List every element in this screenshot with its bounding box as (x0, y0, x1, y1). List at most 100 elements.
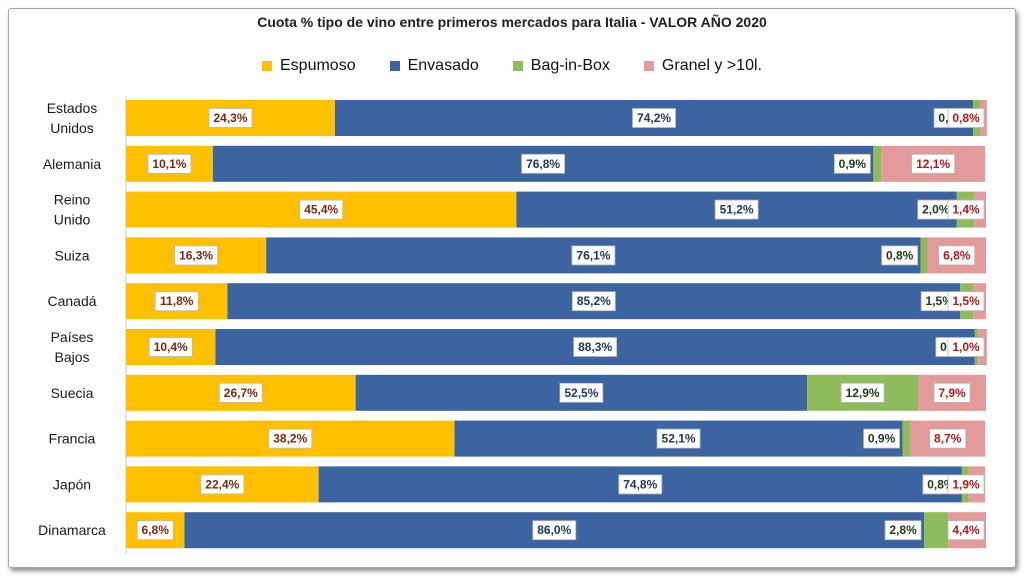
data-label-granel-y-10l-paises-bajos: 1,0% (947, 337, 985, 357)
category-label-suecia: Suecia (51, 385, 94, 401)
svg-text:52,5%: 52,5% (564, 386, 598, 400)
svg-text:12,1%: 12,1% (916, 157, 950, 171)
data-label-envasado-japon: 74,8% (618, 474, 663, 495)
data-label-envasado-paises-bajos: 88,3% (573, 337, 618, 357)
data-label-espumoso-japon: 22,4% (200, 474, 245, 495)
category-label-suiza: Suiza (54, 247, 89, 263)
data-label-granel-y-10l-japon: 1,9% (947, 474, 985, 495)
svg-text:76,1%: 76,1% (576, 248, 610, 262)
legend-label-espumoso: Espumoso (280, 57, 356, 74)
category-label-dinamarca: Dinamarca (38, 522, 106, 538)
bar-bag-in-box-dinamarca (924, 512, 949, 549)
svg-text:0,9%: 0,9% (839, 157, 867, 171)
data-label-espumoso-suiza: 16,3% (174, 245, 218, 266)
data-label-granel-y-10l-suiza: 6,8% (938, 245, 976, 266)
svg-text:74,2%: 74,2% (637, 111, 671, 125)
data-label-bag-in-box-dinamarca: 2,8% (884, 520, 922, 541)
legend-label-granel: Granel y >10l. (661, 57, 762, 74)
data-label-envasado-francia: 52,1% (656, 428, 701, 449)
svg-text:24,3%: 24,3% (213, 111, 247, 125)
data-label-bag-in-box-francia: 0,9% (863, 428, 900, 449)
legend-swatch-bag-in-box (512, 61, 523, 71)
data-label-espumoso-estados-unidos: 24,3% (208, 108, 253, 128)
svg-text:45,4%: 45,4% (304, 203, 338, 217)
svg-text:6,8%: 6,8% (142, 523, 170, 537)
data-label-espumoso-alemania: 10,1% (147, 153, 192, 174)
category-label-canada: Canadá (47, 293, 96, 309)
svg-text:52,1%: 52,1% (662, 432, 696, 446)
data-label-espumoso-suecia: 26,7% (218, 382, 263, 403)
legend-item-bag-in-box: Bag-in-Box (512, 57, 610, 75)
category-label-reino-unido: Reino Unido (54, 192, 91, 228)
data-label-bag-in-box-reino-unido: 2,0% (917, 199, 955, 220)
data-label-envasado-reino-unido: 51,2% (714, 199, 759, 220)
data-label-envasado-canada: 85,2% (571, 291, 616, 312)
svg-text:2,8%: 2,8% (889, 523, 917, 537)
data-label-envasado-dinamarca: 86,0% (532, 520, 577, 541)
data-label-espumoso-dinamarca: 6,8% (136, 520, 174, 541)
svg-text:7,9%: 7,9% (938, 386, 966, 400)
category-label-paises-bajos: Países Bajos (51, 329, 94, 365)
category-label-francia: Francia (49, 431, 96, 447)
legend-swatch-granel (643, 61, 654, 71)
legend: Espumoso Envasado Bag-in-Box Granel y >1… (0, 57, 1024, 75)
bar-bag-in-box-suiza (920, 237, 928, 274)
data-label-granel-y-10l-reino-unido: 1,4% (947, 199, 985, 220)
data-label-granel-y-10l-dinamarca: 4,4% (947, 520, 985, 541)
category-label-japon: Japón (53, 476, 91, 492)
svg-text:85,2%: 85,2% (577, 294, 611, 308)
legend-swatch-envasado (389, 61, 400, 71)
svg-text:76,8%: 76,8% (526, 157, 560, 171)
svg-text:0,8%: 0,8% (886, 248, 914, 262)
data-label-espumoso-paises-bajos: 10,4% (148, 337, 193, 357)
svg-text:10,1%: 10,1% (152, 157, 186, 171)
svg-text:88,3%: 88,3% (578, 340, 612, 354)
svg-text:1,4%: 1,4% (952, 203, 980, 217)
data-label-espumoso-canada: 11,8% (154, 291, 199, 312)
svg-text:1,5%: 1,5% (952, 294, 980, 308)
svg-text:11,8%: 11,8% (160, 294, 194, 308)
svg-text:8,7%: 8,7% (934, 432, 962, 446)
svg-text:2,0%: 2,0% (922, 203, 950, 217)
data-label-granel-y-10l-alemania: 12,1% (911, 153, 956, 174)
svg-text:38,2%: 38,2% (273, 432, 307, 446)
svg-text:1,5%: 1,5% (926, 294, 954, 308)
data-label-granel-y-10l-francia: 8,7% (929, 428, 967, 449)
category-label-estados-unidos: Estados Unidos (47, 100, 98, 136)
svg-text:51,2%: 51,2% (720, 203, 754, 217)
legend-item-granel: Granel y >10l. (643, 57, 762, 75)
bar-bag-in-box-francia (902, 420, 911, 457)
data-label-envasado-estados-unidos: 74,2% (632, 108, 676, 128)
data-label-granel-y-10l-suecia: 7,9% (933, 382, 971, 403)
svg-text:0,9%: 0,9% (868, 432, 896, 446)
svg-text:26,7%: 26,7% (224, 386, 258, 400)
svg-text:86,0%: 86,0% (537, 523, 571, 537)
svg-text:1,0%: 1,0% (952, 340, 980, 354)
svg-text:22,4%: 22,4% (205, 477, 239, 491)
data-label-espumoso-francia: 38,2% (268, 428, 313, 449)
legend-label-bag-in-box: Bag-in-Box (530, 57, 610, 74)
data-label-bag-in-box-alemania: 0,9% (833, 153, 871, 174)
svg-text:16,3%: 16,3% (179, 248, 213, 262)
legend-item-envasado: Envasado (389, 57, 479, 75)
data-label-envasado-alemania: 76,8% (521, 153, 565, 174)
svg-text:74,8%: 74,8% (623, 477, 657, 491)
data-label-granel-y-10l-estados-unidos: 0,8% (947, 108, 985, 128)
legend-item-espumoso: Espumoso (262, 57, 356, 75)
svg-text:6,8%: 6,8% (943, 248, 971, 262)
category-label-alemania: Alemania (43, 156, 102, 172)
data-label-espumoso-reino-unido: 45,4% (299, 199, 344, 220)
chart-title: Cuota % tipo de vino entre primeros merc… (257, 14, 767, 30)
svg-text:12,9%: 12,9% (846, 386, 880, 400)
data-label-granel-y-10l-canada: 1,5% (947, 291, 985, 312)
bar-bag-in-box-alemania (873, 145, 882, 182)
svg-text:0,8%: 0,8% (952, 111, 980, 125)
svg-text:10,4%: 10,4% (154, 340, 188, 354)
svg-text:4,4%: 4,4% (952, 523, 980, 537)
legend-swatch-espumoso (262, 61, 272, 71)
svg-text:1,9%: 1,9% (952, 477, 980, 491)
data-label-bag-in-box-suecia: 12,9% (840, 382, 885, 403)
data-label-envasado-suiza: 76,1% (571, 245, 616, 266)
legend-label-envasado: Envasado (407, 57, 479, 74)
